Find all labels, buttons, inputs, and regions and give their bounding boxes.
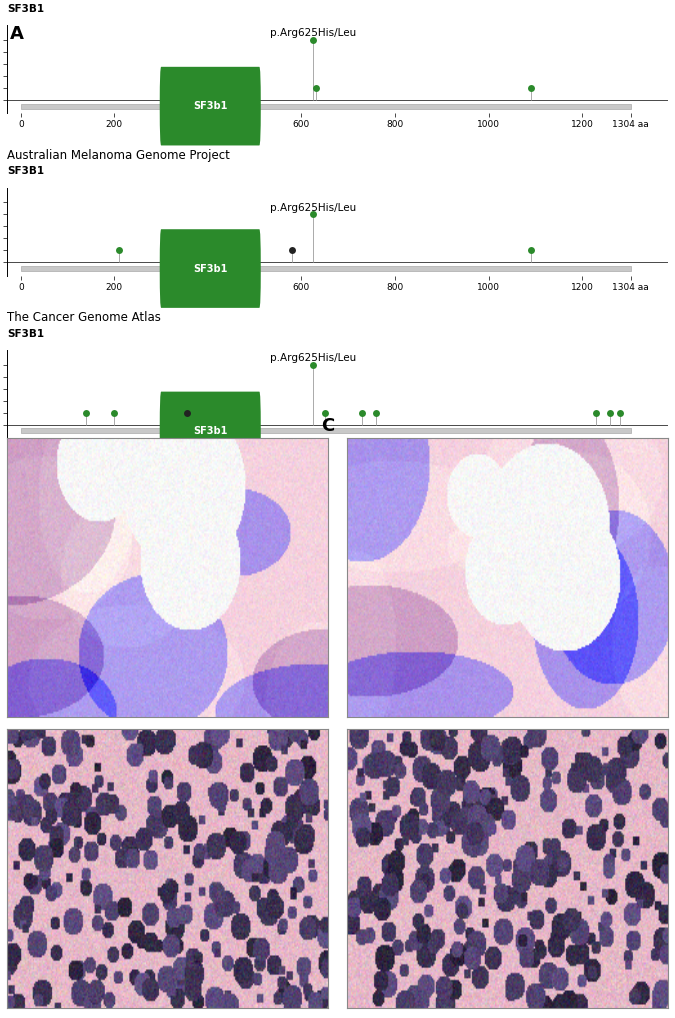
FancyBboxPatch shape — [160, 229, 261, 307]
Text: A: A — [10, 25, 24, 44]
Text: SF3b1: SF3b1 — [193, 264, 227, 274]
Bar — [21, 429, 631, 434]
Text: p.Arg625His/Leu: p.Arg625His/Leu — [270, 29, 356, 38]
Text: SF3B1: SF3B1 — [7, 4, 44, 14]
Bar — [21, 104, 631, 109]
Bar — [21, 266, 631, 271]
Text: p.Arg625His/Leu: p.Arg625His/Leu — [270, 353, 356, 362]
Text: p.Arg625His/Leu: p.Arg625His/Leu — [270, 203, 356, 213]
Text: SF3b1: SF3b1 — [193, 426, 227, 436]
Text: C: C — [321, 417, 335, 436]
Text: The Cancer Genome Atlas: The Cancer Genome Atlas — [7, 310, 161, 324]
Text: Australian Melanoma Genome Project: Australian Melanoma Genome Project — [7, 149, 230, 162]
FancyBboxPatch shape — [160, 67, 261, 146]
Text: SF3B1: SF3B1 — [7, 166, 44, 176]
Text: SF3B1: SF3B1 — [7, 329, 44, 339]
FancyBboxPatch shape — [160, 392, 261, 470]
Text: SF3b1: SF3b1 — [193, 101, 227, 111]
